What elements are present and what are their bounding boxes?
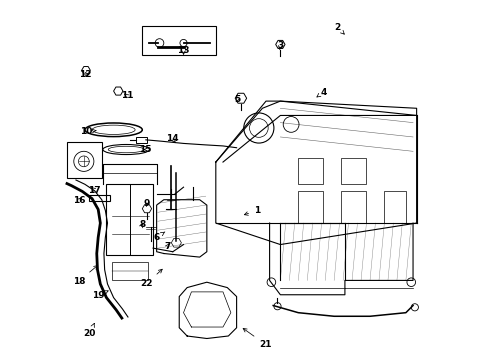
Bar — [298, 191, 323, 223]
Text: 4: 4 — [316, 87, 326, 97]
Text: 10: 10 — [81, 127, 96, 136]
Text: 14: 14 — [166, 134, 179, 143]
Bar — [88, 195, 110, 201]
Text: 17: 17 — [88, 185, 101, 194]
Text: 11: 11 — [121, 91, 133, 100]
Text: 22: 22 — [141, 269, 162, 288]
Text: 9: 9 — [143, 199, 150, 208]
Text: 19: 19 — [92, 291, 108, 300]
Bar — [341, 158, 366, 184]
Text: 18: 18 — [72, 266, 97, 285]
Text: 20: 20 — [83, 323, 96, 338]
Text: 12: 12 — [79, 70, 91, 79]
Bar — [136, 137, 147, 143]
Text: 13: 13 — [177, 46, 189, 55]
Text: 21: 21 — [243, 328, 271, 349]
Bar — [112, 262, 147, 280]
Bar — [298, 158, 323, 184]
Bar — [106, 184, 153, 255]
Bar — [142, 26, 215, 55]
Bar — [384, 191, 405, 223]
Text: 6: 6 — [153, 232, 164, 242]
Text: 7: 7 — [164, 242, 170, 251]
Text: 15: 15 — [138, 145, 151, 154]
Bar — [341, 191, 366, 223]
Text: 16: 16 — [72, 196, 85, 205]
Text: 1: 1 — [244, 206, 260, 215]
Text: 2: 2 — [334, 23, 344, 34]
Bar — [67, 142, 102, 178]
Text: 8: 8 — [139, 220, 145, 229]
Text: 3: 3 — [277, 41, 283, 50]
Text: 5: 5 — [234, 95, 240, 104]
